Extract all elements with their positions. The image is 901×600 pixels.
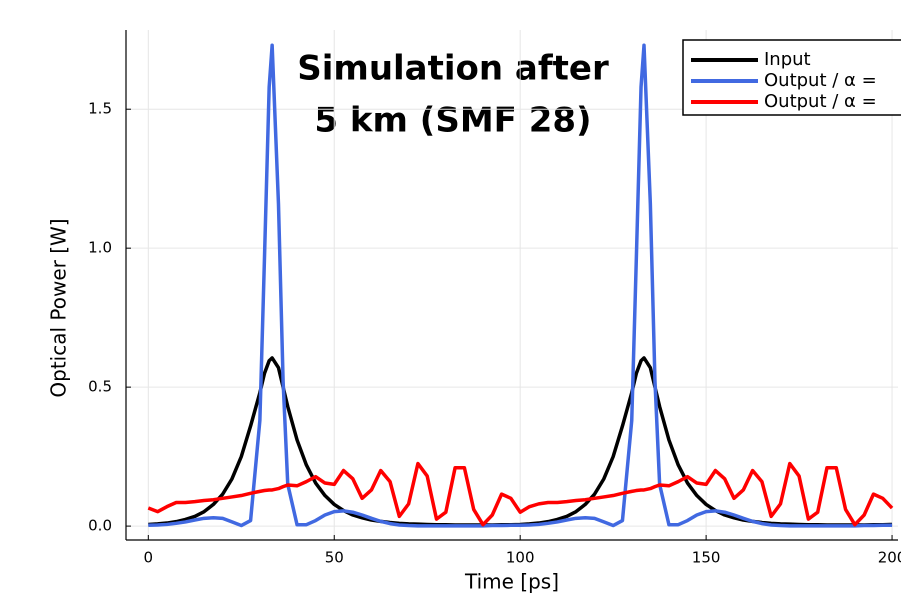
legend-label: Output / α = [764,91,877,112]
x-tick-label: 0 [144,549,154,567]
x-axis-label: Time [ps] [464,570,559,594]
legend-label: Output / α = [764,70,877,91]
legend-label: Input [764,49,811,70]
x-tick-label: 200 [878,549,901,567]
line-series [148,43,893,528]
y-axis-label: Optical Power [W] [47,218,71,397]
line-series [147,461,894,527]
y-tick-label: 0.5 [88,378,112,396]
chart-title: Simulation after [297,49,609,89]
x-tick-label: 100 [506,549,535,567]
y-tick-label: 1.0 [88,239,112,257]
x-tick-label: 50 [325,549,344,567]
y-tick-label: 0.0 [88,517,112,535]
y-tick-label: 1.5 [88,100,112,118]
x-tick-label: 150 [692,549,721,567]
chart-title: 5 km (SMF 28) [314,101,591,141]
